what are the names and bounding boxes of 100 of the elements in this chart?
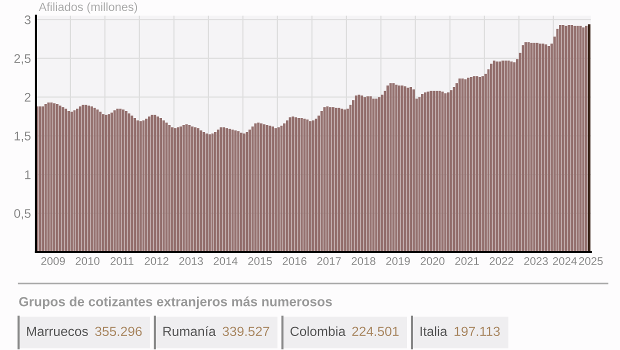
bar <box>78 106 82 252</box>
bar <box>145 118 148 252</box>
bar <box>68 111 70 252</box>
bar <box>300 118 303 252</box>
x-tick-label: 2017 <box>317 257 341 266</box>
text: Marruecos 355.296 <box>27 326 142 336</box>
bar <box>386 85 389 252</box>
bar <box>576 26 579 252</box>
bar <box>306 120 309 252</box>
bar <box>260 123 262 252</box>
text: Colombia 224.501 <box>290 326 399 336</box>
bar <box>136 120 139 252</box>
y-axis-title: Afiliados (millones) <box>38 2 138 14</box>
bar <box>185 124 188 252</box>
bar <box>424 92 426 252</box>
bar <box>444 93 447 252</box>
bar <box>64 108 68 252</box>
bar <box>76 108 78 252</box>
bar <box>392 83 395 252</box>
bar <box>366 96 369 252</box>
x-tick-label: 2013 <box>179 257 203 266</box>
bar <box>410 87 412 252</box>
bar <box>283 123 286 252</box>
bar <box>320 111 323 252</box>
bar <box>559 25 562 252</box>
bar <box>332 107 334 252</box>
bar <box>234 130 237 252</box>
bar <box>292 116 294 252</box>
bar <box>585 26 588 252</box>
bar <box>70 112 73 252</box>
bar <box>122 109 124 252</box>
bar <box>294 117 298 252</box>
x-tick-label: 2018 <box>352 257 376 266</box>
bar <box>154 114 156 252</box>
bar <box>274 128 277 252</box>
bar <box>461 78 464 252</box>
y-tick-label: 1 <box>25 170 30 180</box>
bar <box>42 106 44 252</box>
bar <box>116 108 119 252</box>
bar <box>53 103 56 252</box>
bar <box>162 120 165 252</box>
bar <box>323 107 326 252</box>
bar <box>200 130 202 252</box>
bar <box>277 127 280 252</box>
text: Italia 197.113 <box>420 326 500 336</box>
bar <box>297 118 300 252</box>
bar <box>406 88 410 252</box>
bar <box>432 90 436 252</box>
bar <box>84 104 88 252</box>
bar <box>579 26 582 252</box>
bar <box>582 27 585 252</box>
bar <box>573 26 576 252</box>
bar <box>174 128 176 252</box>
bar <box>214 132 216 252</box>
bar <box>338 108 340 252</box>
bar <box>364 97 366 252</box>
bar <box>62 107 64 252</box>
bar <box>262 124 266 252</box>
bar <box>156 116 160 252</box>
bar <box>527 42 530 252</box>
bar <box>242 133 246 252</box>
bar <box>492 60 496 252</box>
bar <box>251 126 254 252</box>
bar <box>562 25 564 252</box>
bar <box>395 84 398 252</box>
bar <box>507 60 510 252</box>
bar <box>404 86 406 252</box>
bar <box>47 102 50 252</box>
bar <box>99 112 102 252</box>
bar <box>481 76 484 252</box>
bar <box>102 114 104 252</box>
bar <box>340 108 344 252</box>
bar <box>254 123 257 252</box>
x-tick-label: 2014 <box>214 257 238 266</box>
bar <box>82 104 84 252</box>
bar <box>286 120 288 252</box>
bar <box>268 126 272 252</box>
x-tick-label: 2023 <box>524 257 548 266</box>
bar <box>240 132 242 252</box>
bar <box>400 85 404 252</box>
bar <box>257 122 260 252</box>
bar <box>470 76 472 252</box>
bar <box>220 127 222 252</box>
bar <box>354 96 358 252</box>
bar <box>570 25 574 252</box>
y-tick-label: 3 <box>24 15 31 24</box>
bar <box>231 130 234 252</box>
bar <box>329 107 332 252</box>
bar <box>478 76 482 252</box>
bar <box>588 24 590 252</box>
bar <box>530 42 533 252</box>
bar <box>180 126 182 252</box>
y-tick-label: 0,5 <box>14 209 31 220</box>
x-tick-label: 2011 <box>110 257 134 266</box>
y-tick-label: 2,5 <box>14 54 31 64</box>
bar <box>447 92 450 252</box>
bar <box>93 108 96 252</box>
bar <box>375 98 378 252</box>
bar <box>343 109 346 252</box>
bar <box>119 108 122 252</box>
